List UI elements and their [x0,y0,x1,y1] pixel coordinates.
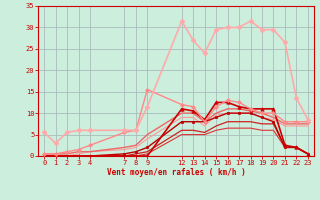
X-axis label: Vent moyen/en rafales ( km/h ): Vent moyen/en rafales ( km/h ) [107,168,245,177]
